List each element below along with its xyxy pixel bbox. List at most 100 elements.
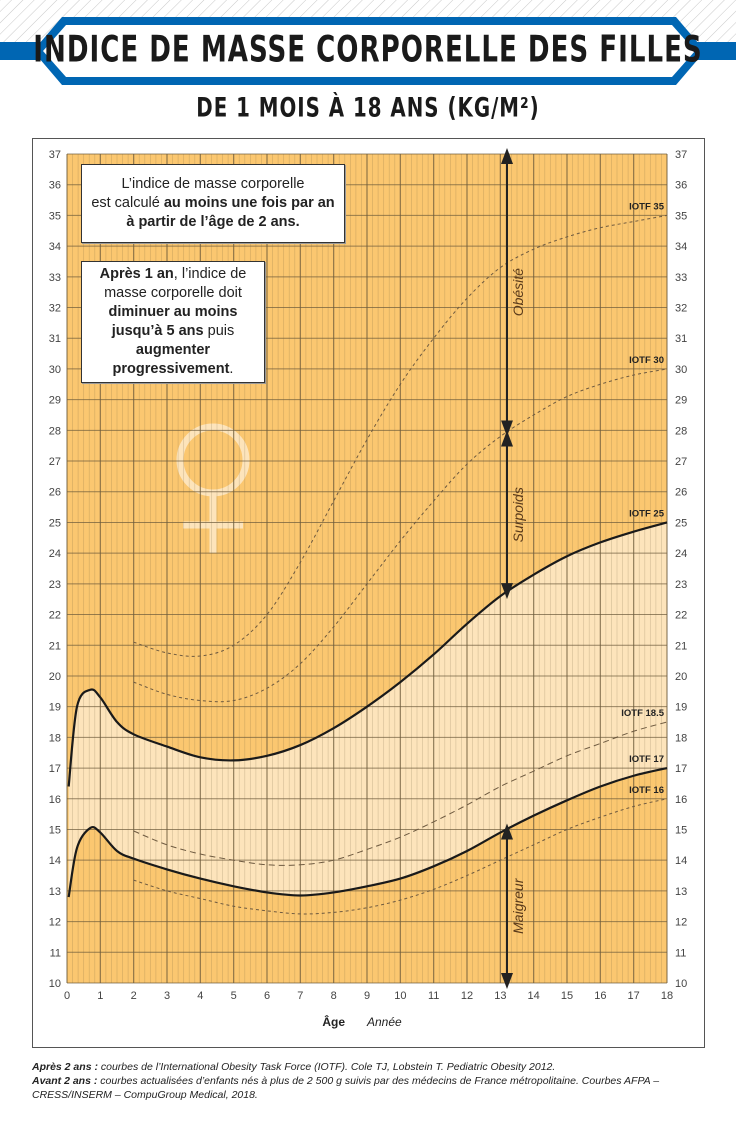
- info-text: .: [229, 361, 234, 377]
- curve-label: IOTF 35: [629, 201, 665, 212]
- curve-label: IOTF 25: [629, 508, 665, 519]
- x-tick-label: 12: [461, 990, 473, 1002]
- info-text: est calculé: [91, 195, 164, 211]
- footer-text: courbes actualisées d’enfants nés à plus…: [32, 1075, 660, 1101]
- info-text-bold: au moins une fois par an: [163, 195, 335, 211]
- y-tick-label-left: 34: [49, 241, 61, 253]
- x-tick-label: 14: [528, 990, 540, 1002]
- x-axis-unit: Année: [366, 1015, 402, 1029]
- y-tick-label-right: 15: [675, 824, 687, 836]
- curve-label: IOTF 16: [629, 785, 664, 796]
- y-tick-label-right: 16: [675, 794, 687, 806]
- y-tick-label-left: 37: [49, 149, 61, 161]
- y-tick-label-right: 37: [675, 149, 687, 161]
- curve-iotf-16: [133, 798, 668, 915]
- info-text: L’indice de masse corporelle: [121, 176, 305, 192]
- x-tick-label: 10: [394, 990, 406, 1002]
- y-tick-label-left: 36: [49, 180, 61, 192]
- female-venus-icon: [176, 423, 250, 553]
- y-tick-label-left: 12: [49, 917, 61, 929]
- y-tick-label-left: 13: [49, 886, 61, 898]
- y-tick-label-right: 20: [675, 671, 687, 683]
- y-tick-label-left: 29: [49, 395, 61, 407]
- y-tick-label-left: 23: [49, 579, 61, 591]
- y-tick-label-left: 17: [49, 763, 61, 775]
- x-tick-label: 16: [594, 990, 606, 1002]
- y-tick-label-left: 25: [49, 517, 61, 529]
- curve-label: IOTF 30: [629, 355, 664, 366]
- info-text: puis: [203, 323, 235, 339]
- y-tick-label-left: 21: [49, 640, 61, 652]
- x-tick-label: 17: [628, 990, 640, 1002]
- x-tick-label: 3: [164, 990, 170, 1002]
- x-tick-label: 8: [331, 990, 337, 1002]
- y-tick-label-right: 34: [675, 241, 687, 253]
- info-text-bold: à partir de l’âge de 2 ans.: [126, 214, 300, 230]
- x-tick-label: 18: [661, 990, 673, 1002]
- y-tick-label-right: 24: [675, 548, 687, 560]
- x-tick-label: 9: [364, 990, 370, 1002]
- y-tick-label-right: 23: [675, 579, 687, 591]
- page-title: INDICE DE MASSE CORPORELLE DES FILLES: [33, 27, 703, 71]
- y-tick-label-left: 26: [49, 487, 61, 499]
- x-tick-label: 2: [131, 990, 137, 1002]
- y-tick-label-right: 21: [675, 640, 687, 652]
- footer-label: Avant 2 ans :: [32, 1075, 98, 1087]
- y-tick-label-left: 24: [49, 548, 61, 560]
- zone-label: Surpoids: [510, 487, 526, 542]
- x-axis-label: Âge: [322, 1014, 345, 1029]
- y-tick-label-right: 11: [675, 947, 686, 959]
- curve-label: IOTF 18.5: [621, 708, 664, 719]
- x-tick-label: 11: [428, 990, 439, 1002]
- y-tick-label-right: 30: [675, 364, 687, 376]
- y-tick-label-left: 14: [49, 855, 61, 867]
- y-tick-label-left: 33: [49, 272, 61, 284]
- normal-zone-fill: [68, 522, 667, 898]
- x-tick-label: 4: [197, 990, 203, 1002]
- footer-sources: Après 2 ans : courbes de l’International…: [32, 1060, 722, 1102]
- y-tick-label-left: 31: [49, 333, 61, 345]
- info-text: , l’indice de masse corporelle doit: [104, 266, 247, 301]
- x-tick-label: 15: [561, 990, 573, 1002]
- curve-iotf-30: [133, 368, 668, 703]
- y-tick-label-left: 10: [49, 978, 61, 990]
- y-tick-label-right: 14: [675, 855, 687, 867]
- y-tick-label-right: 25: [675, 517, 687, 529]
- y-tick-label-right: 29: [675, 395, 687, 407]
- info-text-bold: diminuer au moins jusqu’à 5 ans: [108, 304, 238, 339]
- page-subtitle: DE 1 MOIS À 18 ANS (KG/M²): [196, 93, 540, 124]
- y-tick-label-left: 16: [49, 794, 61, 806]
- zone-label: Maigreur: [510, 877, 526, 934]
- y-tick-label-right: 33: [675, 272, 687, 284]
- chart-frame: [32, 138, 705, 1048]
- y-tick-label-right: 13: [675, 886, 687, 898]
- y-tick-label-right: 10: [675, 978, 687, 990]
- y-tick-label-right: 31: [675, 333, 687, 345]
- x-tick-label: 0: [64, 990, 70, 1002]
- info-text-bold: augmenter progressivement: [112, 342, 230, 377]
- y-tick-label-left: 20: [49, 671, 61, 683]
- zone-label: Obésité: [510, 268, 526, 316]
- curve-iotf-18-5: [133, 721, 668, 866]
- x-tick-label: 6: [264, 990, 270, 1002]
- footer-text: courbes de l’International Obesity Task …: [97, 1061, 556, 1073]
- y-tick-label-right: 28: [675, 425, 687, 437]
- y-tick-label-left: 15: [49, 824, 61, 836]
- y-tick-label-right: 22: [675, 610, 687, 622]
- y-tick-label-left: 28: [49, 425, 61, 437]
- y-tick-label-left: 22: [49, 610, 61, 622]
- y-tick-label-right: 27: [675, 456, 687, 468]
- curve-label: IOTF 17: [629, 754, 664, 765]
- title-banner: [0, 0, 736, 85]
- info-text-bold: Après 1 an: [99, 266, 174, 282]
- y-tick-label-left: 35: [49, 210, 61, 222]
- y-tick-label-left: 18: [49, 732, 61, 744]
- y-tick-label-left: 19: [49, 702, 61, 714]
- x-tick-label: 5: [231, 990, 237, 1002]
- info-box-annual: L’indice de masse corporelle est calculé…: [81, 164, 345, 243]
- y-tick-label-right: 35: [675, 210, 687, 222]
- y-tick-label-right: 36: [675, 180, 687, 192]
- y-tick-label-left: 30: [49, 364, 61, 376]
- x-tick-label: 13: [494, 990, 506, 1002]
